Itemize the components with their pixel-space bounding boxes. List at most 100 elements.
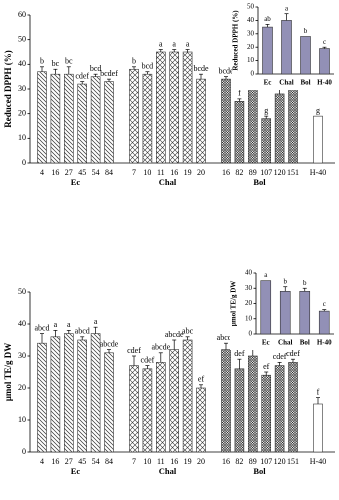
bar (248, 355, 258, 453)
significance-letter: abc (182, 327, 194, 336)
y-axis-title: Reduced DPPH (%) (232, 10, 240, 71)
x-tick-label: 89 (249, 168, 257, 177)
x-tick-label: 10 (143, 168, 151, 177)
x-tick-label: 54 (92, 168, 100, 177)
significance-letter: a (172, 39, 176, 48)
x-tick-label: 20 (197, 168, 205, 177)
y-tick-label: 20 (18, 108, 26, 117)
x-tick-label: 20 (197, 457, 205, 466)
significance-letter: b (284, 277, 288, 285)
significance-letter: b (303, 279, 307, 287)
y-tick-label: 50 (247, 3, 255, 11)
significance-letter: bc (65, 57, 73, 66)
x-tick-label: H-40 (317, 339, 332, 347)
bar (196, 78, 206, 164)
bar (37, 71, 47, 164)
significance-letter: a (94, 317, 98, 326)
significance-letter: a (54, 320, 58, 329)
y-tick-label: 40 (247, 16, 255, 24)
bar (142, 368, 153, 453)
significance-letter: b (40, 57, 44, 66)
x-tick-label: 16 (170, 168, 178, 177)
x-tick-label: H-40 (310, 168, 326, 177)
group-label: Ec (71, 177, 81, 187)
x-tick-label: 11 (157, 457, 165, 466)
bar (64, 73, 74, 164)
significance-letter: cdef (273, 352, 287, 361)
x-tick-label: Ec (262, 339, 270, 347)
significance-letter: ef (263, 362, 270, 371)
y-tick-label: 20 (18, 383, 26, 392)
bar (50, 336, 61, 453)
significance-letter: cdef (127, 346, 141, 355)
x-tick-label: 84 (105, 168, 113, 177)
bar (156, 51, 166, 164)
x-tick-label: 4 (40, 457, 44, 466)
significance-letter: bcdef (100, 69, 118, 78)
x-tick-label: H-40 (317, 79, 332, 87)
significance-letter: bcd (90, 64, 102, 73)
x-tick-label: 16 (222, 168, 230, 177)
group-label: Bol (253, 466, 266, 476)
significance-letter: a (67, 320, 71, 329)
bar (77, 339, 87, 453)
bar (182, 51, 193, 164)
bar (248, 86, 258, 164)
y-tick-label: 30 (247, 29, 255, 37)
x-tick-label: Bol (300, 339, 310, 347)
significance-letter: cdef (75, 71, 89, 80)
x-tick-label: 7 (132, 457, 136, 466)
bar (104, 352, 114, 453)
significance-letter: abcde (100, 339, 119, 348)
significance-letter: abcde (165, 330, 184, 339)
bar (234, 368, 245, 453)
significance-letter: a (285, 4, 289, 12)
bar (299, 290, 311, 335)
bar (196, 387, 206, 453)
significance-letter: abcd (34, 323, 49, 332)
group-label: Ec (71, 466, 81, 476)
significance-letter: f (317, 387, 320, 396)
x-tick-label: 54 (92, 457, 100, 466)
y-tick-label: 40 (245, 269, 253, 277)
y-tick-label: 0 (251, 70, 255, 78)
y-tick-label: 40 (18, 59, 26, 68)
x-tick-label: 19 (184, 457, 192, 466)
bar (90, 333, 101, 453)
significance-letter: a (159, 39, 163, 48)
group-label: Bol (253, 177, 266, 187)
significance-letter: bcd (142, 62, 154, 71)
x-tick-label: Bol (300, 79, 310, 87)
bar (104, 81, 114, 164)
bar (77, 83, 87, 164)
significance-letter: ef (198, 375, 205, 384)
x-tick-label: 19 (184, 168, 192, 177)
y-tick-label: 40 (18, 319, 26, 328)
x-tick-label: 16 (222, 457, 230, 466)
y-tick-label: 0 (22, 158, 26, 167)
y-axis-title: µmol TE/g DW (3, 343, 13, 402)
x-tick-label: 16 (170, 457, 178, 466)
bar (313, 115, 323, 164)
x-tick-label: 45 (78, 457, 86, 466)
x-tick-label: 45 (78, 168, 86, 177)
bar (300, 36, 311, 75)
bar (156, 362, 166, 453)
x-tick-label: 107 (260, 168, 272, 177)
x-tick-label: 11 (157, 168, 165, 177)
bar (90, 76, 101, 164)
x-tick-label: 27 (65, 457, 73, 466)
significance-letter: f (238, 89, 241, 98)
y-tick-label: 0 (249, 330, 253, 338)
bar (182, 339, 193, 453)
significance-letter: cdef (141, 355, 155, 364)
bar (37, 342, 47, 453)
bar (234, 101, 245, 164)
x-tick-label: 16 (51, 168, 59, 177)
significance-letter: g (264, 106, 268, 115)
bar (142, 73, 153, 164)
x-tick-label: 7 (132, 168, 136, 177)
significance-letter: ab (264, 15, 271, 23)
y-tick-label: 30 (18, 84, 26, 93)
